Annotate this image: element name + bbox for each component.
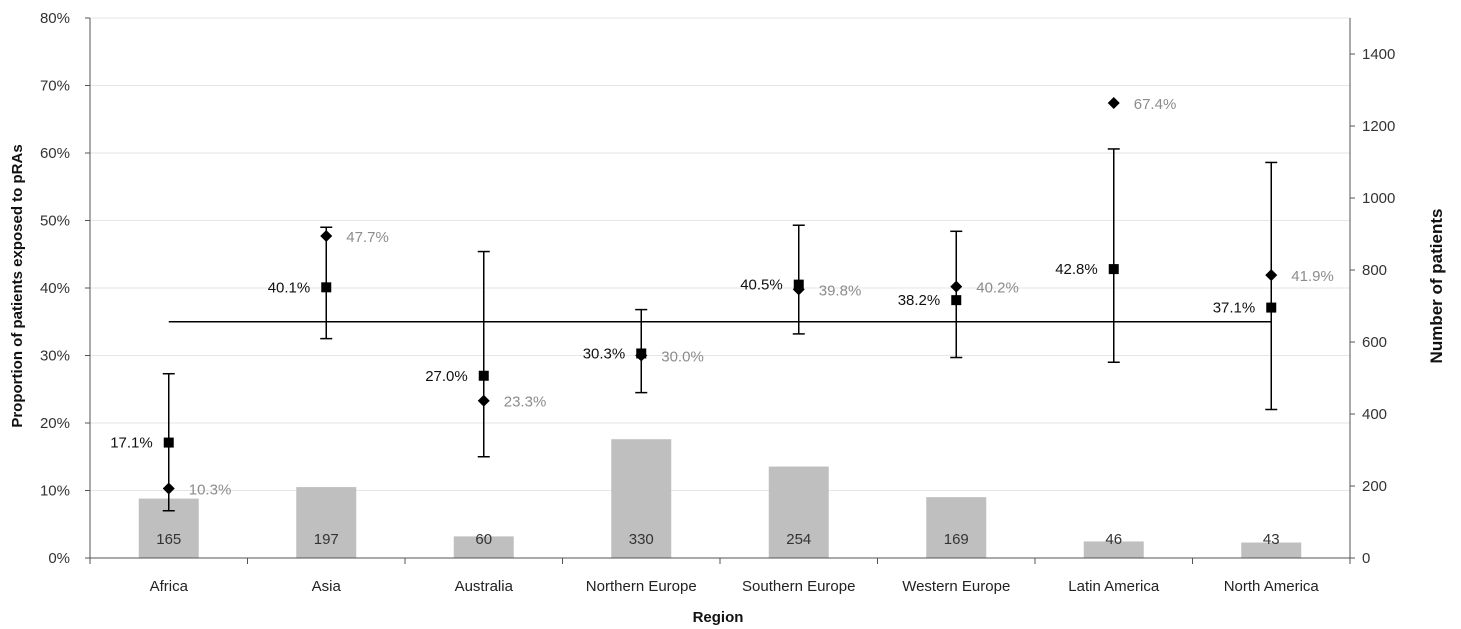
bar-layer [138, 439, 1302, 558]
y-left-tick-label: 20% [40, 415, 70, 432]
crude-marker [320, 230, 333, 243]
marker-layer [162, 97, 1278, 495]
category-label: Asia [312, 578, 342, 595]
crude-value-label: 67.4% [1134, 96, 1177, 113]
patient-count-label: 254 [786, 531, 811, 548]
patient-count-label: 197 [314, 531, 339, 548]
y-left-tick-label: 10% [40, 483, 70, 500]
adjusted-value-label: 27.0% [425, 368, 468, 385]
patient-count-bar [1083, 541, 1144, 558]
patient-count-bar [926, 497, 987, 558]
crude-value-label: 40.2% [976, 280, 1019, 297]
y-right-tick-label: 400 [1362, 406, 1387, 423]
crude-marker [1107, 97, 1120, 110]
crude-value-label: 23.3% [504, 394, 547, 411]
adjusted-marker [321, 282, 332, 293]
y-left-tick-label: 40% [40, 280, 70, 297]
grid-layer [90, 17, 1350, 491]
axis-layer: 0% 10% 20% 30% 40% 50% 60% 70% 80% 0 200 400 600 800 1… [40, 10, 1395, 595]
crude-marker [635, 349, 648, 362]
y-axis-right-title: Number of patients [1427, 209, 1446, 364]
crude-value-label: 30.0% [661, 349, 704, 366]
patient-count-bar [1241, 542, 1302, 558]
patient-count-bar [453, 536, 514, 558]
patient-count-bar [768, 466, 829, 558]
crude-marker [950, 280, 963, 293]
crude-value-label: 39.8% [819, 282, 862, 299]
adjusted-value-label: 42.8% [1055, 261, 1098, 278]
adjusted-value-label: 40.1% [268, 279, 311, 296]
label-layer: 165 197 60 330 254 169 46 43 17.1% 10.3% 40.1% 47.7… [110, 96, 1334, 548]
adjusted-marker [163, 437, 174, 448]
crude-value-label: 10.3% [189, 481, 232, 498]
crude-marker [162, 482, 175, 495]
adjusted-marker [1266, 302, 1277, 313]
patient-count-label: 165 [156, 531, 181, 548]
y-left-tick-label: 60% [40, 145, 70, 162]
patient-count-label: 46 [1105, 531, 1122, 548]
category-label: Southern Europe [742, 578, 855, 595]
patient-count-bar [296, 487, 357, 558]
category-label: Western Europe [902, 578, 1010, 595]
y-left-tick-label: 50% [40, 213, 70, 230]
y-left-tick-label: 70% [40, 78, 70, 95]
y-right-tick-label: 600 [1362, 334, 1387, 351]
category-label: Northern Europe [586, 578, 697, 595]
patient-count-bar [611, 439, 672, 558]
crude-value-label: 41.9% [1291, 268, 1334, 285]
patient-count-label: 43 [1263, 531, 1280, 548]
adjusted-value-label: 30.3% [583, 345, 626, 362]
crude-value-label: 47.7% [346, 229, 389, 246]
category-label: North America [1224, 578, 1320, 595]
category-label: Latin America [1068, 578, 1160, 595]
y-right-tick-label: 800 [1362, 262, 1387, 279]
patient-count-label: 330 [629, 531, 654, 548]
y-right-tick-label: 1000 [1362, 190, 1395, 207]
crude-marker [1265, 269, 1278, 282]
adjusted-value-label: 40.5% [740, 277, 783, 294]
adjusted-value-label: 37.1% [1213, 300, 1256, 317]
y-right-tick-label: 200 [1362, 478, 1387, 495]
y-left-tick-label: 80% [40, 10, 70, 27]
adjusted-marker [478, 370, 489, 381]
y-right-tick-label: 1400 [1362, 46, 1395, 63]
category-label: Africa [150, 578, 189, 595]
patient-count-label: 169 [944, 531, 969, 548]
y-axis-left-title: Proportion of patients exposed to pRAs [9, 144, 26, 427]
crude-marker [477, 394, 490, 407]
y-right-tick-label: 1200 [1362, 118, 1395, 135]
adjusted-marker [1108, 264, 1119, 275]
crude-marker [792, 283, 805, 296]
category-label: Australia [455, 578, 514, 595]
y-left-tick-label: 30% [40, 348, 70, 365]
error-bar-layer [162, 148, 1278, 512]
y-right-tick-label: 0 [1362, 550, 1370, 567]
adjusted-marker [951, 295, 962, 306]
y-left-tick-label: 0% [48, 550, 70, 567]
adjusted-value-label: 38.2% [898, 292, 941, 309]
patient-count-label: 60 [475, 531, 492, 548]
adjusted-value-label: 17.1% [110, 435, 153, 452]
x-axis-title: Region [693, 609, 744, 626]
